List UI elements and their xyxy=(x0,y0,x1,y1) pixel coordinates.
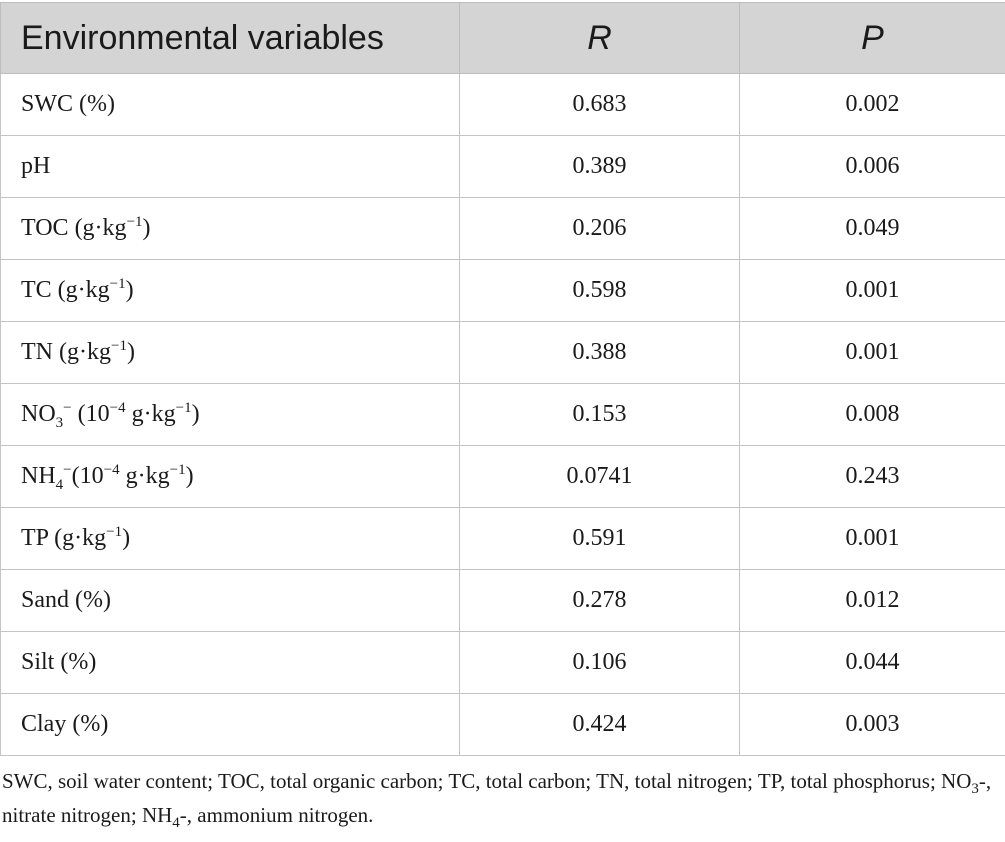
column-header-p: P xyxy=(739,2,1005,74)
footnote-text: -, nitrate nitrogen; NH xyxy=(2,769,992,827)
superscript: − xyxy=(63,462,72,478)
variable-name: Silt (%) xyxy=(21,649,97,675)
variable-cell: TP (g·kg−1) xyxy=(0,507,460,570)
superscript: −1 xyxy=(106,524,123,540)
footnote-text: SWC, soil water content; TOC, total orga… xyxy=(2,769,972,793)
unit-part: ) xyxy=(191,401,200,427)
variable-cell: NH4−(10−4 g·kg−1) xyxy=(0,445,460,508)
r-value: 0.424 xyxy=(459,693,740,756)
p-value: 0.049 xyxy=(739,197,1005,260)
r-value: 0.0741 xyxy=(459,445,740,508)
subscript: 4 xyxy=(55,476,64,493)
column-header-variables: Environmental variables xyxy=(0,2,460,74)
variable-cell: Sand (%) xyxy=(0,569,460,632)
unit-part: (10 xyxy=(71,463,104,489)
variable-cell: pH xyxy=(0,135,460,198)
p-value: 0.001 xyxy=(739,507,1005,570)
variable-cell: Clay (%) xyxy=(0,693,460,756)
variable-cell: SWC (%) xyxy=(0,73,460,136)
p-value: 0.001 xyxy=(739,259,1005,322)
variable-name: SWC (%) xyxy=(21,91,115,117)
table-row-no3: NO3− (10−4 g·kg−1) 0.153 0.008 xyxy=(0,383,1005,446)
variable-suffix: ) xyxy=(125,277,134,303)
table-row-nh4: NH4−(10−4 g·kg−1) 0.0741 0.243 xyxy=(0,445,1005,508)
table-row: TN (g·kg−1) 0.388 0.001 xyxy=(0,321,1005,384)
r-value: 0.683 xyxy=(459,73,740,136)
variable-name: NO xyxy=(21,401,56,427)
table-row: pH 0.389 0.006 xyxy=(0,135,1005,198)
p-value: 0.002 xyxy=(739,73,1005,136)
table-row: TOC (g·kg−1) 0.206 0.049 xyxy=(0,197,1005,260)
superscript: −1 xyxy=(169,462,186,478)
p-value: 0.006 xyxy=(739,135,1005,198)
footnote-text: -, ammonium nitrogen. xyxy=(179,803,374,827)
r-value: 0.389 xyxy=(459,135,740,198)
r-value: 0.153 xyxy=(459,383,740,446)
p-value: 0.001 xyxy=(739,321,1005,384)
p-value: 0.012 xyxy=(739,569,1005,632)
r-value: 0.598 xyxy=(459,259,740,322)
superscript: −4 xyxy=(109,400,126,416)
table-header-row: Environmental variables R P xyxy=(0,2,1005,74)
r-value: 0.388 xyxy=(459,321,740,384)
unit-part: g·kg xyxy=(119,463,170,489)
superscript: −1 xyxy=(175,400,192,416)
variable-cell: NO3− (10−4 g·kg−1) xyxy=(0,383,460,446)
r-value: 0.206 xyxy=(459,197,740,260)
p-value: 0.008 xyxy=(739,383,1005,446)
variable-name: Clay (%) xyxy=(21,711,109,737)
variable-suffix: ) xyxy=(142,215,151,241)
table-row: TP (g·kg−1) 0.591 0.001 xyxy=(0,507,1005,570)
unit-part: (10 xyxy=(71,401,110,427)
variable-cell: Silt (%) xyxy=(0,631,460,694)
superscript: − xyxy=(63,400,72,416)
subscript: 3 xyxy=(55,414,64,431)
table-row: TC (g·kg−1) 0.598 0.001 xyxy=(0,259,1005,322)
variable-suffix: ) xyxy=(122,525,131,551)
table-row: Sand (%) 0.278 0.012 xyxy=(0,569,1005,632)
variable-suffix: ) xyxy=(126,339,135,365)
superscript: −4 xyxy=(103,462,120,478)
superscript: −1 xyxy=(126,214,143,230)
variable-name: TP (g·kg xyxy=(21,525,107,551)
unit-part: g·kg xyxy=(125,401,176,427)
table-row: Silt (%) 0.106 0.044 xyxy=(0,631,1005,694)
column-header-r: R xyxy=(459,2,740,74)
superscript: −1 xyxy=(109,276,126,292)
unit-part: ) xyxy=(185,463,194,489)
superscript: −1 xyxy=(110,338,127,354)
p-value: 0.044 xyxy=(739,631,1005,694)
r-value: 0.278 xyxy=(459,569,740,632)
variable-cell: TN (g·kg−1) xyxy=(0,321,460,384)
table-row: Clay (%) 0.424 0.003 xyxy=(0,693,1005,756)
variable-name: TC (g·kg xyxy=(21,277,110,303)
p-value: 0.243 xyxy=(739,445,1005,508)
variable-name: Sand (%) xyxy=(21,587,111,613)
r-value: 0.106 xyxy=(459,631,740,694)
variable-name: NH xyxy=(21,463,56,489)
environmental-variables-table: Environmental variables R P SWC (%) 0.68… xyxy=(0,2,1005,756)
variable-name: TN (g·kg xyxy=(21,339,111,365)
table-body: SWC (%) 0.683 0.002 pH 0.389 0.006 TOC (… xyxy=(0,73,1005,756)
p-value: 0.003 xyxy=(739,693,1005,756)
subscript: 3 xyxy=(971,781,979,798)
variable-name: pH xyxy=(21,153,51,179)
table-row: SWC (%) 0.683 0.002 xyxy=(0,73,1005,136)
table-footnote: SWC, soil water content; TOC, total orga… xyxy=(2,764,1005,832)
variable-name: TOC (g·kg xyxy=(21,215,127,241)
r-value: 0.591 xyxy=(459,507,740,570)
variable-cell: TC (g·kg−1) xyxy=(0,259,460,322)
subscript: 4 xyxy=(172,815,180,832)
variable-cell: TOC (g·kg−1) xyxy=(0,197,460,260)
